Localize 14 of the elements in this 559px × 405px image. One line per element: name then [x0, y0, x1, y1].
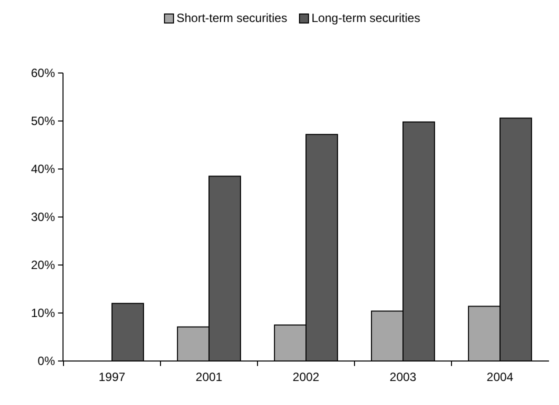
y-tick-label: 50%: [30, 114, 56, 128]
x-tick-label: 2001: [196, 370, 223, 384]
x-tick-label: 2002: [292, 370, 320, 384]
legend-label: Short-term securities: [176, 11, 288, 25]
y-tick-label: 30%: [30, 210, 56, 224]
y-tick-label: 20%: [30, 258, 56, 272]
legend-label: Long-term securities: [312, 11, 420, 25]
y-tick-label: 60%: [30, 66, 56, 80]
y-tick-label: 10%: [30, 306, 56, 320]
x-tick-label: 1997: [98, 370, 126, 384]
x-tick-label: 2004: [486, 370, 514, 384]
x-tick-label: 2003: [390, 370, 417, 384]
y-tick-label: 40%: [30, 162, 56, 176]
y-tick-label: 0%: [38, 354, 56, 368]
